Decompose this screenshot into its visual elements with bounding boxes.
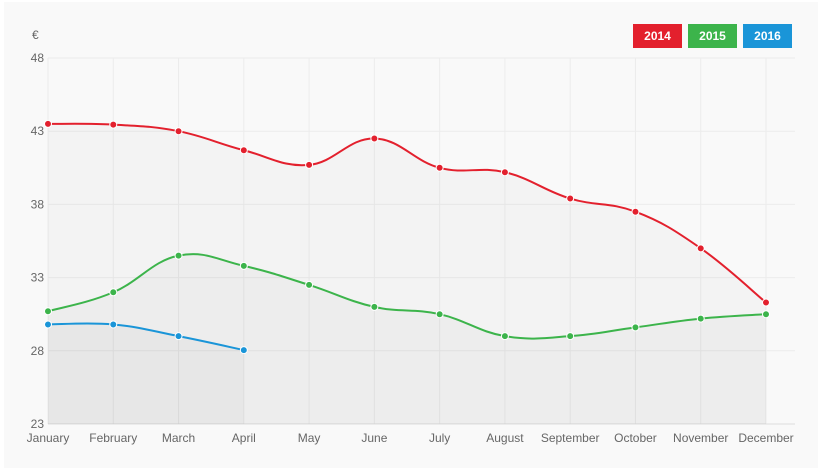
point-2014 — [631, 207, 640, 216]
point-2015 — [435, 310, 444, 319]
y-axis-unit: € — [32, 28, 39, 42]
legend-2015[interactable]: 2015 — [688, 24, 737, 48]
point-2015 — [239, 261, 248, 270]
line-2015 — [47, 253, 767, 340]
point-2015 — [500, 332, 509, 341]
y-tick-label: 28 — [31, 344, 45, 358]
y-tick-label: 33 — [31, 271, 45, 285]
x-tick-label: June — [361, 431, 387, 445]
x-tick-label: July — [429, 431, 450, 445]
chart-container: € 2014 2015 2016 23 28 33 38 43 48 January Febr… — [4, 2, 818, 468]
point-2015 — [370, 302, 379, 311]
point-2015 — [109, 288, 118, 297]
point-2016 — [44, 320, 52, 329]
point-2014 — [435, 163, 444, 172]
line-2014 — [47, 122, 767, 304]
x-tick-label: November — [673, 431, 728, 445]
point-2014 — [239, 146, 248, 155]
x-tick-label: October — [614, 431, 657, 445]
x-tick-label: February — [89, 431, 137, 445]
legend: 2014 2015 2016 — [633, 24, 792, 48]
x-tick-label: December — [738, 431, 793, 445]
point-2015 — [566, 332, 575, 341]
x-tick-label: March — [162, 431, 195, 445]
y-tick-label: 43 — [31, 124, 45, 138]
legend-2016[interactable]: 2016 — [743, 24, 792, 48]
x-tick-label: May — [298, 431, 321, 445]
point-2014 — [762, 298, 770, 307]
point-2014 — [44, 119, 52, 128]
point-2016 — [109, 320, 118, 329]
point-2015 — [762, 310, 770, 319]
point-2015 — [305, 280, 314, 289]
point-2014 — [696, 244, 705, 253]
line-2016 — [47, 322, 245, 352]
point-2015 — [174, 251, 183, 260]
point-2016 — [239, 346, 248, 355]
x-tick-label: January — [27, 431, 70, 445]
x-tick-label: September — [541, 431, 600, 445]
point-2015 — [44, 307, 52, 316]
point-2014 — [109, 120, 118, 129]
point-2014 — [370, 134, 379, 143]
x-tick-label: August — [486, 431, 524, 445]
legend-2014[interactable]: 2014 — [633, 24, 682, 48]
point-2014 — [566, 194, 575, 203]
x-tick-label: April — [232, 431, 256, 445]
point-2015 — [696, 314, 705, 323]
y-tick-label: 38 — [31, 197, 45, 211]
y-tick-label: 48 — [31, 51, 45, 65]
line-chart: 23 28 33 38 43 48 January February March April May… — [27, 51, 795, 445]
point-2014 — [305, 160, 314, 169]
point-2014 — [500, 168, 509, 177]
y-tick-label: 23 — [31, 417, 45, 431]
point-2015 — [631, 323, 640, 332]
point-2016 — [174, 332, 183, 341]
point-2014 — [174, 127, 183, 136]
